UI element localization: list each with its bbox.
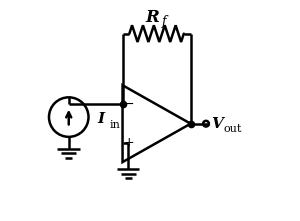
Text: R: R bbox=[145, 9, 159, 26]
Text: V: V bbox=[211, 117, 223, 131]
Text: f: f bbox=[162, 15, 166, 28]
Text: in: in bbox=[110, 120, 120, 130]
Text: +: + bbox=[123, 136, 134, 149]
Text: I: I bbox=[97, 112, 104, 126]
Text: −: − bbox=[123, 98, 134, 111]
Text: out: out bbox=[223, 124, 242, 133]
